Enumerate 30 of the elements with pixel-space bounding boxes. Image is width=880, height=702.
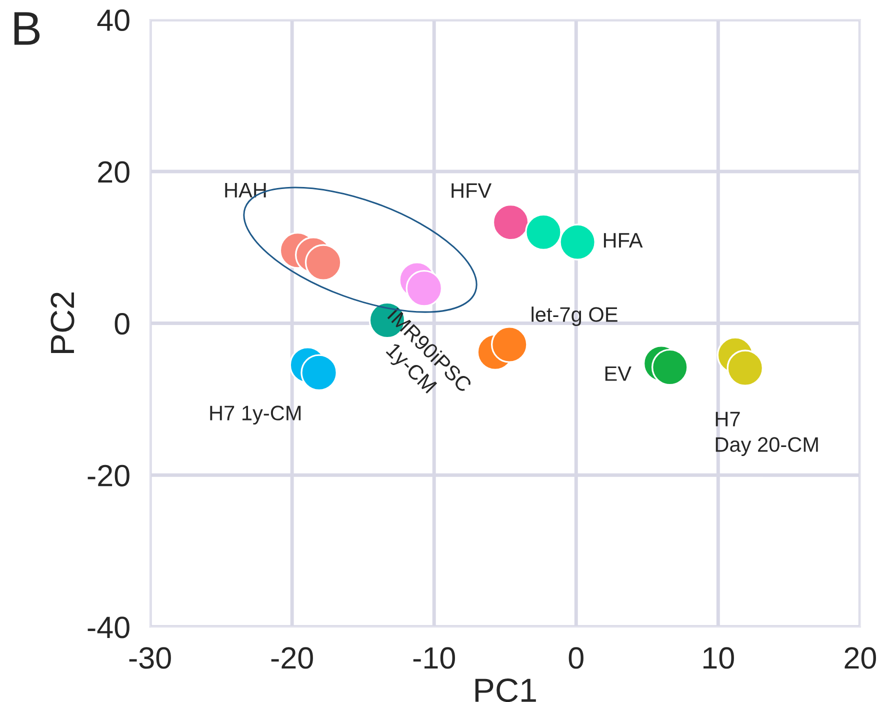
point: [525, 214, 562, 251]
x-axis-title: PC1: [475, 678, 536, 702]
text: B: [14, 12, 40, 45]
series-label: H7 Day 20-CM: [716, 412, 818, 456]
point: [406, 270, 443, 307]
point: [559, 224, 596, 260]
series-label: HFV: [452, 183, 492, 198]
point: [651, 348, 688, 386]
series-label: let-7g OE: [532, 306, 618, 326]
series-label: EV: [605, 366, 632, 381]
text: HAH: [225, 183, 266, 198]
y-axis-title: PC2: [50, 292, 74, 353]
y-tick-label: 40: [97, 9, 130, 32]
y-tick-label: -40: [88, 616, 130, 638]
point: [490, 326, 528, 363]
x-tick-label: 0: [568, 647, 584, 669]
x-tick-label: 20: [844, 647, 876, 669]
point: [300, 354, 338, 392]
series-label: H7 1y-CM: [210, 406, 301, 425]
x-tick-label: 10: [704, 647, 734, 669]
series-label: HFA: [604, 233, 643, 248]
y-tick-label: 20: [98, 161, 130, 183]
x-tick-label: -30: [129, 647, 171, 669]
point: [726, 350, 764, 386]
point: [304, 244, 342, 281]
x-tick-label: -20: [271, 647, 313, 669]
x-tick-label: -10: [413, 647, 455, 669]
y-tick-label: 0: [114, 313, 130, 335]
y-tick-label: -20: [88, 464, 130, 486]
point: [492, 204, 530, 241]
